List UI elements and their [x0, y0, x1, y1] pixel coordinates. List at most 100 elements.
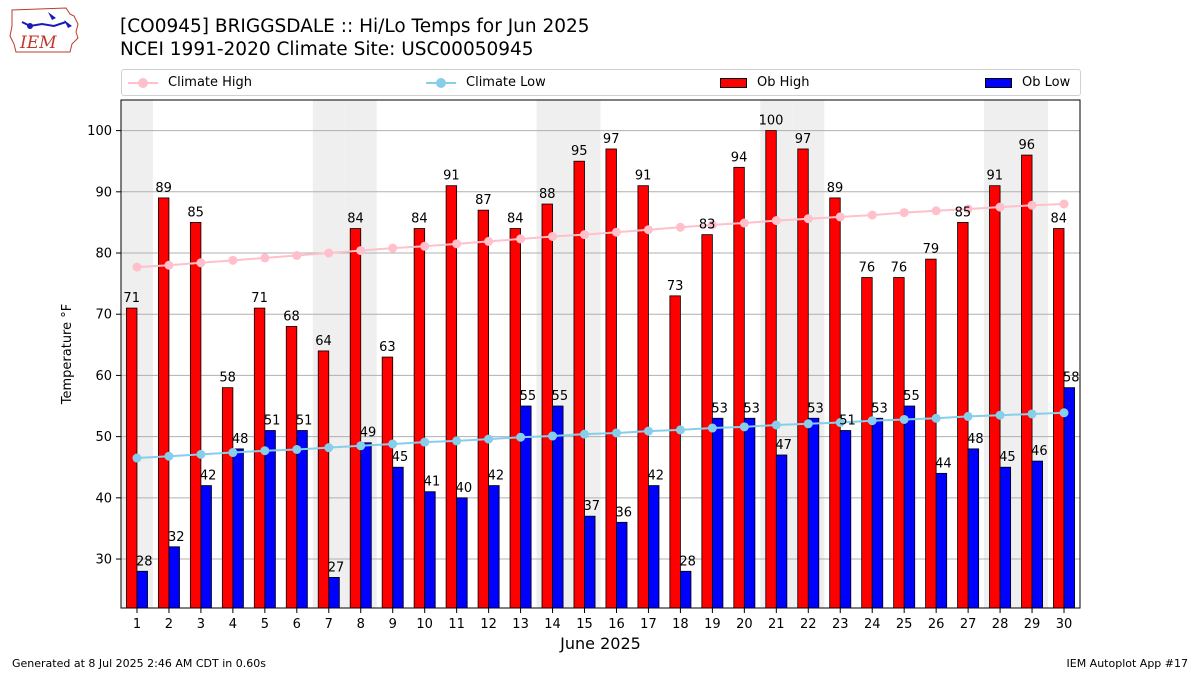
climate-low-point-day-20	[739, 422, 749, 432]
ob-low-bar-day-2	[168, 546, 180, 609]
ob-high-label-day-11: 91	[443, 169, 460, 184]
x-tick-label-9: 9	[389, 617, 397, 632]
ob-high-label-day-27: 85	[955, 205, 972, 220]
climate-high-swatch	[128, 77, 158, 88]
climate-high-point-day-14	[548, 231, 558, 241]
x-tick-label-28: 28	[992, 617, 1009, 632]
ob-high-bar-day-23	[829, 197, 841, 609]
ob-high-bar-day-20	[733, 166, 745, 609]
ob-low-bar-day-15	[584, 515, 596, 609]
legend-item-ob-low: Ob Low	[985, 70, 1070, 95]
y-tick-label-40: 40	[95, 491, 112, 506]
ob-low-label-day-19: 53	[711, 401, 728, 416]
climate-low-point-day-18	[675, 425, 685, 435]
ob-high-label-day-23: 89	[827, 181, 844, 196]
ob-low-label-day-22: 53	[807, 401, 824, 416]
ob-low-label-day-9: 45	[392, 450, 409, 465]
climate-low-point-day-28	[995, 410, 1005, 420]
ob-low-swatch	[985, 77, 1012, 88]
climate-low-point-day-24	[867, 416, 877, 426]
x-tick-label-12: 12	[480, 617, 497, 632]
ob-low-bar-day-16	[616, 521, 628, 609]
x-tick-label-14: 14	[544, 617, 561, 632]
ob-low-label-day-12: 42	[488, 469, 505, 484]
ob-low-label-day-27: 48	[967, 432, 984, 447]
ob-low-label-day-30: 58	[1063, 371, 1080, 386]
x-tick-label-1: 1	[133, 617, 141, 632]
climate-high-point-day-7	[324, 248, 334, 258]
ob-low-label-day-10: 41	[424, 475, 441, 490]
ob-low-label-day-6: 51	[296, 414, 313, 429]
ob-low-label-day-28: 45	[999, 450, 1016, 465]
ob-low-bar-day-7	[328, 576, 340, 609]
ob-high-bar-day-13	[509, 228, 521, 609]
y-tick-label-60: 60	[95, 369, 112, 384]
x-tick-label-19: 19	[704, 617, 721, 632]
climate-low-point-day-13	[516, 432, 526, 442]
x-tick-label-30: 30	[1056, 617, 1073, 632]
ob-high-bar-day-21	[765, 130, 777, 609]
climate-low-point-day-1	[132, 453, 142, 463]
ob-high-label-day-13: 84	[507, 212, 524, 227]
logo-text: IEM	[19, 33, 57, 53]
x-tick-label-10: 10	[416, 617, 433, 632]
climate-high-point-day-20	[739, 218, 749, 228]
ob-low-label-day-16: 36	[615, 505, 632, 520]
climate-low-point-day-7	[324, 443, 334, 453]
ob-high-label-day-28: 91	[987, 169, 1004, 184]
ob-low-label-day-7: 27	[328, 560, 345, 575]
x-tick-label-27: 27	[960, 617, 977, 632]
climate-low-swatch	[426, 77, 456, 88]
legend-label-ob-low: Ob Low	[1022, 75, 1071, 90]
climate-high-point-day-19	[707, 220, 717, 230]
x-tick-label-18: 18	[672, 617, 689, 632]
ob-high-label-day-20: 94	[731, 150, 748, 165]
ob-high-bar-day-15	[573, 160, 585, 609]
legend-label-ob-high: Ob High	[757, 75, 810, 90]
climate-high-point-day-12	[484, 236, 494, 246]
x-tick-label-25: 25	[896, 617, 913, 632]
ob-low-label-day-21: 47	[775, 438, 792, 453]
legend-label-climate-high: Climate High	[168, 75, 253, 90]
legend-label-climate-low: Climate Low	[466, 75, 546, 90]
climate-high-point-day-27	[963, 204, 973, 214]
ob-low-label-day-18: 28	[679, 554, 696, 569]
ob-high-bar-day-17	[637, 185, 649, 609]
x-tick-label-3: 3	[197, 617, 205, 632]
climate-low-point-day-9	[388, 439, 398, 449]
climate-high-point-day-30	[1059, 199, 1069, 209]
ob-high-label-day-4: 58	[219, 371, 236, 386]
ob-low-bar-day-20	[743, 417, 756, 609]
legend-item-ob-high: Ob High	[720, 70, 810, 95]
ob-high-bar-day-9	[381, 356, 394, 609]
climate-high-point-day-26	[931, 206, 941, 216]
ob-high-label-day-24: 76	[859, 260, 876, 275]
climate-low-point-day-11	[452, 436, 462, 446]
ob-low-label-day-24: 53	[871, 401, 888, 416]
x-tick-label-24: 24	[864, 617, 881, 632]
ob-low-label-day-26: 44	[935, 456, 952, 471]
ob-high-label-day-25: 76	[891, 260, 908, 275]
climate-high-point-day-28	[995, 202, 1005, 212]
ob-low-label-day-3: 42	[200, 469, 217, 484]
climate-low-point-day-8	[356, 441, 366, 451]
ob-low-label-day-17: 42	[647, 469, 664, 484]
ob-low-label-day-20: 53	[743, 401, 760, 416]
x-tick-label-13: 13	[512, 617, 529, 632]
climate-low-point-day-16	[611, 428, 621, 438]
climate-high-point-day-18	[675, 222, 685, 232]
ob-high-label-day-3: 85	[187, 205, 204, 220]
ob-low-label-day-8: 49	[360, 426, 377, 441]
climate-high-line	[136, 203, 1065, 269]
ob-high-label-day-12: 87	[475, 193, 492, 208]
ob-low-bar-day-18	[680, 570, 692, 609]
ob-low-bar-day-23	[839, 430, 852, 609]
ob-low-bar-day-9	[392, 466, 404, 609]
x-tick-label-7: 7	[325, 617, 333, 632]
ob-high-bar-day-16	[605, 148, 617, 609]
x-axis-label: June 2025	[559, 634, 641, 653]
climate-high-point-day-9	[388, 243, 398, 253]
climate-high-point-day-16	[611, 227, 621, 237]
ob-high-label-day-16: 97	[603, 132, 620, 147]
